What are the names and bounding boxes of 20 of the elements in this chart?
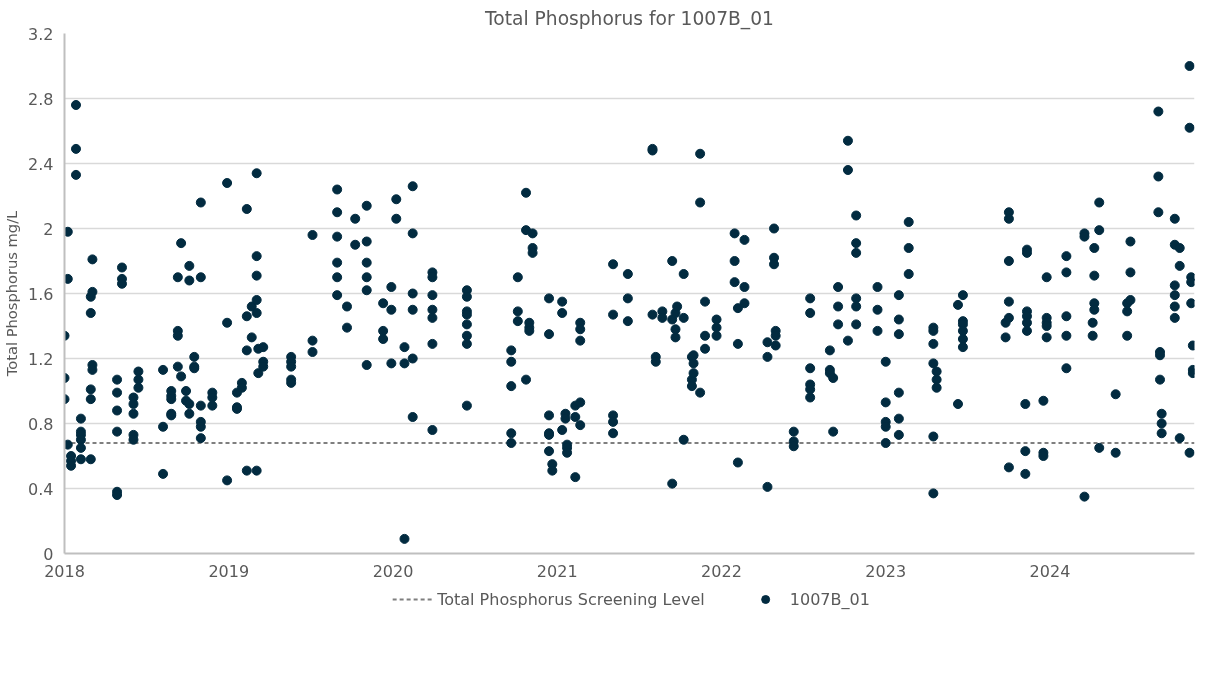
legend-label: Total Phosphorus Screening Level bbox=[437, 589, 705, 609]
x-tick-label: 2019 bbox=[208, 561, 250, 581]
y-axis-title: Total Phosphorus mg/L bbox=[3, 209, 21, 378]
y-tick-label: 0.4 bbox=[28, 479, 54, 499]
legend-label: 1007B_01 bbox=[789, 589, 870, 609]
y-tick-label: 0 bbox=[43, 544, 54, 564]
chart-title: Total Phosphorus for 1007B_01 bbox=[484, 7, 774, 30]
x-tick-label: 2024 bbox=[1029, 561, 1071, 581]
y-tick-label: 2.8 bbox=[28, 89, 54, 109]
x-tick-label: 2022 bbox=[701, 561, 742, 581]
y-tick-label: 3.2 bbox=[28, 24, 54, 44]
x-tick-label: 2021 bbox=[536, 561, 578, 581]
x-tick-label: 2020 bbox=[372, 561, 414, 581]
x-tick-label: 2023 bbox=[865, 561, 907, 581]
y-tick-label: 1.2 bbox=[28, 349, 54, 369]
x-tick-label: 2018 bbox=[44, 561, 85, 581]
y-tick-label: 2.4 bbox=[28, 154, 54, 174]
y-tick-label: 1.6 bbox=[28, 284, 54, 304]
y-tick-label: 2 bbox=[43, 219, 54, 239]
y-tick-label: 0.8 bbox=[28, 414, 54, 434]
